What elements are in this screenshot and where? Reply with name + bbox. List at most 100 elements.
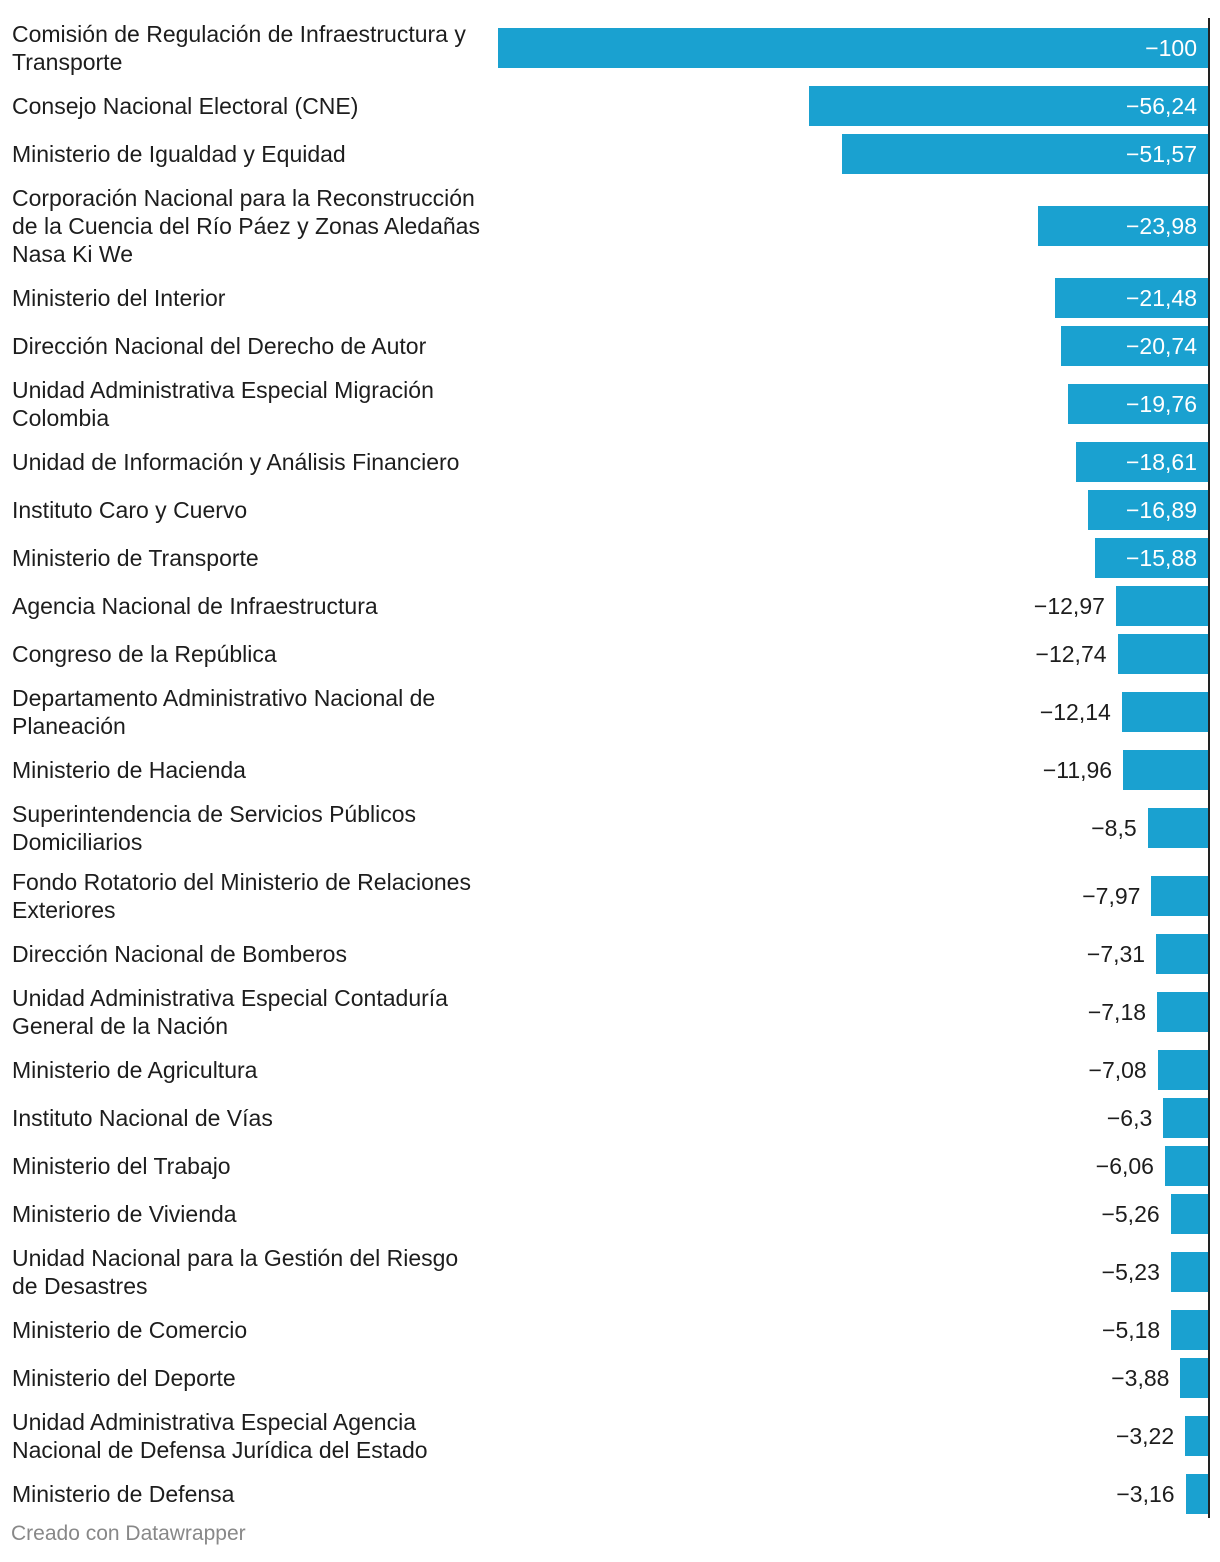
bar [1067,384,1208,424]
bar [1117,634,1208,674]
bar-row: Fondo Rotatorio del Ministerio de Relaci… [0,866,1220,926]
bar-row: Dirección Nacional de Bomberos −7,31 [0,934,1220,974]
bar [1170,1252,1208,1292]
value-label: −7,08 [1088,1057,1147,1083]
value-label: −12,74 [1035,641,1107,667]
bar [841,134,1208,174]
bar-chart: Comisión de Regulación de Infraestructur… [0,18,1220,1518]
bar-row: Ministerio del Trabajo −6,06 [0,1146,1220,1186]
bar-row: Unidad Administrativa Especial Migración… [0,374,1220,434]
category-label: Instituto Caro y Cuervo [12,497,248,523]
category-label: Unidad Administrativa Especial Contadurí… [12,985,448,1039]
value-label: −12,97 [1033,593,1105,619]
value-label: −7,31 [1086,941,1146,967]
bar [498,28,1208,68]
category-label: Unidad Administrativa Especial Agencia N… [12,1409,428,1463]
bar [1075,442,1208,482]
bar-row: Unidad Administrativa Especial Contadurí… [0,982,1220,1042]
value-label: −18,61 [1126,449,1197,475]
bar [1147,808,1208,848]
value-label: −51,57 [1126,141,1197,167]
bar [1151,876,1208,916]
bar [1163,1098,1208,1138]
bar [1170,1194,1208,1234]
value-label: −15,88 [1126,545,1197,571]
category-label: Agencia Nacional de Infraestructura [12,593,378,619]
category-label: Superintendencia de Servicios Públicos D… [12,801,417,855]
bar-row: Instituto Caro y Cuervo −16,89 [0,490,1220,530]
bar-row: Instituto Nacional de Vías −6,3 [0,1098,1220,1138]
bar [1185,1474,1208,1514]
value-label: −5,23 [1101,1259,1160,1285]
bar [1164,1146,1208,1186]
value-label: −12,14 [1039,699,1111,725]
bar-row: Ministerio del Deporte −3,88 [0,1358,1220,1398]
value-label: −7,97 [1082,883,1141,909]
category-label: Dirección Nacional de Bomberos [12,941,347,967]
value-label: −7,18 [1087,999,1147,1025]
category-label: Fondo Rotatorio del Ministerio de Relaci… [12,869,471,923]
category-label: Ministerio de Agricultura [12,1057,258,1083]
value-label: −8,5 [1091,815,1137,841]
bar-row: Ministerio del Interior −21,48 [0,278,1220,318]
bar-row: Departamento Administrativo Nacional de … [0,682,1220,742]
bar [1123,750,1208,790]
bar [1095,538,1208,578]
category-label: Ministerio de Igualdad y Equidad [12,141,346,167]
bar-row: Superintendencia de Servicios Públicos D… [0,798,1220,858]
bar-row: Agencia Nacional de Infraestructura −12,9… [0,586,1220,626]
bar-row: Ministerio de Comercio −5,18 [0,1310,1220,1350]
category-label: Ministerio de Comercio [12,1317,248,1343]
category-label: Ministerio de Defensa [12,1481,235,1507]
bar [1185,1416,1208,1456]
value-label: −3,22 [1115,1423,1175,1449]
category-label: Ministerio de Hacienda [12,757,246,783]
value-label: −20,74 [1126,333,1197,359]
value-label: −3,16 [1116,1481,1175,1507]
bar [1037,206,1208,246]
category-label: Comisión de Regulación de Infraestructur… [12,21,466,75]
bar-row: Unidad Nacional para la Gestión del Ries… [0,1242,1220,1302]
value-label: −100 [1145,35,1197,61]
bar-row: Ministerio de Vivienda −5,26 [0,1194,1220,1234]
bar-row: Congreso de la República −12,74 [0,634,1220,674]
bar-row: Corporación Nacional para la Reconstrucc… [0,182,1220,270]
bar [1121,692,1208,732]
value-label: −5,26 [1101,1201,1160,1227]
value-label: −23,98 [1126,213,1197,239]
bar [808,86,1208,126]
bar [1156,934,1208,974]
category-label: Consejo Nacional Electoral (CNE) [12,93,359,119]
value-label: −11,96 [1042,757,1113,783]
bar-row: Unidad de Información y Análisis Financi… [0,442,1220,482]
bar [1157,992,1208,1032]
category-label: Departamento Administrativo Nacional de … [12,685,436,739]
bar-row: Ministerio de Agricultura −7,08 [0,1050,1220,1090]
bar [1180,1358,1208,1398]
bar [1171,1310,1208,1350]
value-label: −6,06 [1095,1153,1154,1179]
category-label: Unidad Administrativa Especial Migración… [12,377,434,431]
value-label: −6,3 [1106,1105,1153,1131]
category-label: Congreso de la República [12,641,277,667]
bar [1055,278,1208,318]
category-label: Dirección Nacional del Derecho de Autor [12,333,427,359]
category-label: Unidad Nacional para la Gestión del Ries… [12,1245,459,1299]
category-label: Instituto Nacional de Vías [12,1105,273,1131]
category-label: Ministerio de Transporte [12,545,259,571]
category-label: Ministerio del Interior [12,285,226,311]
value-label: −21,48 [1126,285,1197,311]
category-label: Ministerio del Trabajo [12,1153,231,1179]
category-label: Unidad de Información y Análisis Financi… [12,449,460,475]
footer-credit: Creado con Datawrapper [11,1522,246,1545]
bar-row: Ministerio de Transporte −15,88 [0,538,1220,578]
bar-row: Ministerio de Defensa −3,16 [0,1474,1220,1514]
bar [1060,326,1208,366]
value-label: −19,76 [1126,391,1197,417]
zero-axis-line [1208,18,1210,1518]
bar [1088,490,1208,530]
category-label: Ministerio del Deporte [12,1365,236,1391]
bar-row: Consejo Nacional Electoral (CNE) −56,24 [0,86,1220,126]
bar [1157,1050,1208,1090]
category-label: Corporación Nacional para la Reconstrucc… [12,185,480,267]
